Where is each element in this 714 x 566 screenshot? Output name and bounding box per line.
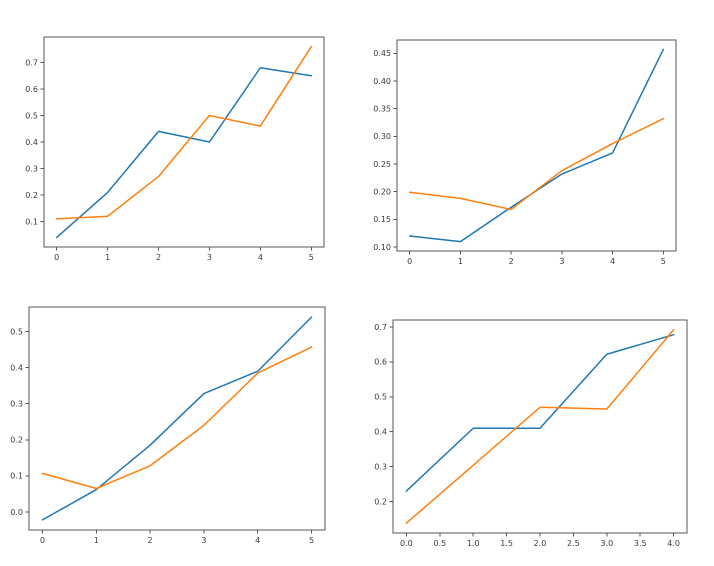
x-tick-label: 0 xyxy=(54,253,59,262)
line-2-orange xyxy=(41,346,313,490)
x-tick-label: 1.0 xyxy=(467,539,480,548)
axes-frame xyxy=(392,319,688,534)
line-2-orange xyxy=(408,117,665,211)
x-tick-label: 1 xyxy=(458,257,463,266)
line-2-orange xyxy=(55,45,313,220)
x-tick-label: 4.0 xyxy=(667,539,680,548)
axes-frame xyxy=(43,36,325,248)
y-tick-label: 0.3 xyxy=(374,462,387,471)
subplot-top-left: 0 1 2 3 4 5 0.1 0.2 0.3 0.4 0.5 0.6 0.7 xyxy=(25,36,325,262)
x-tick-label: 3 xyxy=(201,536,206,545)
y-tick-label: 0.5 xyxy=(374,393,387,402)
y-tick-label: 0.45 xyxy=(373,49,391,58)
subplot-bottom-right: 0.0 0.5 1.0 1.5 2.0 2.5 3.0 3.5 4.0 0.2 0.3 0.4 0.5 0… xyxy=(374,319,688,548)
y-tick-label: 0.2 xyxy=(25,191,38,200)
y-tick-label: 0.4 xyxy=(25,138,38,147)
y-tick-label: 0.15 xyxy=(373,215,391,224)
x-tick-label: 1 xyxy=(105,253,110,262)
y-tick-label: 0.3 xyxy=(10,400,23,409)
y-tick-label: 0.6 xyxy=(374,358,387,367)
y-tick-label: 0.10 xyxy=(373,243,391,252)
y-tick-label: 0.40 xyxy=(373,77,391,86)
y-tick-label: 0.1 xyxy=(25,217,38,226)
x-tick-label: 5 xyxy=(661,257,666,266)
x-tick-label: 2.5 xyxy=(567,539,580,548)
y-tick-label: 0.30 xyxy=(373,132,391,141)
y-tick-label: 0.0 xyxy=(10,508,23,517)
line-2-orange xyxy=(405,329,675,524)
line-1-blue xyxy=(405,333,675,492)
axes-frame xyxy=(396,39,677,252)
x-tick-label: 5 xyxy=(309,253,314,262)
x-tick-label: 0.5 xyxy=(433,539,446,548)
x-tick-label: 2.0 xyxy=(534,539,547,548)
y-tick-label: 0.6 xyxy=(25,85,38,94)
subplot-bottom-left: 0 1 2 3 4 5 0.0 0.1 0.2 0.3 0.4 0.5 xyxy=(10,306,326,545)
y-tick-label: 0.4 xyxy=(374,428,387,437)
line-1-blue xyxy=(408,48,665,243)
x-tick-label: 3 xyxy=(559,257,564,266)
x-tick-label: 3 xyxy=(207,253,212,262)
y-tick-label: 0.4 xyxy=(10,363,23,372)
x-tick-label: 0.0 xyxy=(400,539,413,548)
y-tick-label: 0.25 xyxy=(373,160,391,169)
x-tick-label: 2 xyxy=(509,257,514,266)
y-tick-label: 0.2 xyxy=(374,497,387,506)
axes-frame xyxy=(28,306,326,531)
y-tick-label: 0.1 xyxy=(10,472,23,481)
line-1-blue xyxy=(55,67,313,239)
y-tick-label: 0.3 xyxy=(25,164,38,173)
x-tick-label: 1.5 xyxy=(500,539,513,548)
y-tick-label: 0.5 xyxy=(10,327,23,336)
y-tick-label: 0.20 xyxy=(373,188,391,197)
x-tick-label: 2 xyxy=(156,253,161,262)
x-tick-label: 3.0 xyxy=(600,539,613,548)
x-tick-label: 5 xyxy=(309,536,314,545)
y-tick-label: 0.7 xyxy=(374,323,387,332)
line-1-blue xyxy=(41,316,313,521)
x-tick-label: 4 xyxy=(610,257,615,266)
y-tick-label: 0.5 xyxy=(25,111,38,120)
y-tick-label: 0.35 xyxy=(373,104,391,113)
x-tick-label: 4 xyxy=(255,536,260,545)
x-tick-label: 1 xyxy=(94,536,99,545)
x-tick-label: 3.5 xyxy=(634,539,647,548)
x-tick-label: 0 xyxy=(40,536,45,545)
x-tick-label: 4 xyxy=(258,253,263,262)
y-tick-label: 0.7 xyxy=(25,58,38,67)
y-tick-label: 0.2 xyxy=(10,436,23,445)
subplot-top-right: 0 1 2 3 4 5 0.10 0.15 0.20 0.25 0.30 0.35 0.40 0.45 xyxy=(373,39,677,266)
x-tick-label: 0 xyxy=(407,257,412,266)
x-tick-label: 2 xyxy=(148,536,153,545)
